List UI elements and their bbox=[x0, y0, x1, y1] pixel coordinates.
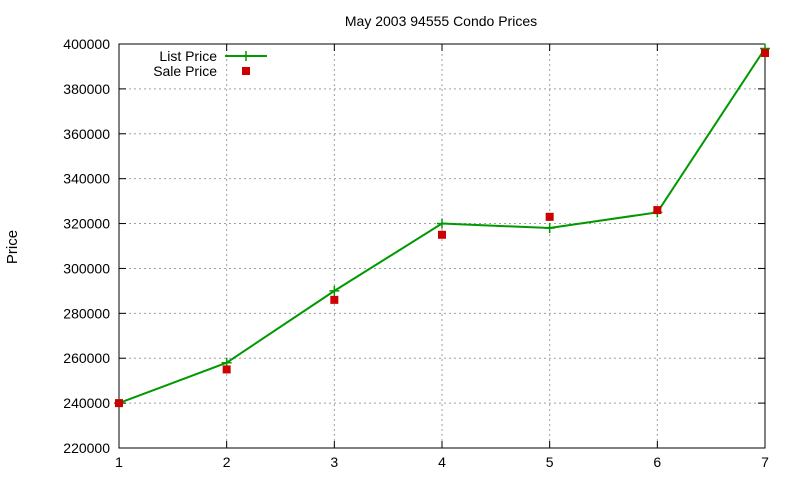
sale-price-point bbox=[545, 212, 554, 221]
sale-price-point bbox=[653, 206, 662, 215]
y-tick-label: 300000 bbox=[63, 260, 110, 276]
sale-price-point bbox=[222, 365, 231, 374]
sale-price-point bbox=[438, 230, 446, 239]
axes: 2200002400002600002800003000003200003400… bbox=[63, 36, 769, 470]
y-tick-label: 340000 bbox=[63, 171, 110, 187]
x-tick-label: 4 bbox=[438, 454, 446, 470]
sale-price-point bbox=[761, 48, 769, 57]
x-tick-label: 5 bbox=[546, 454, 554, 470]
plot-area bbox=[114, 43, 770, 409]
legend-swatch-sale-price bbox=[242, 67, 250, 75]
y-tick-label: 260000 bbox=[63, 350, 110, 366]
y-tick-label: 240000 bbox=[63, 395, 110, 411]
list-price-point bbox=[437, 218, 447, 229]
y-axis-label: Price bbox=[4, 230, 21, 264]
x-tick-label: 2 bbox=[223, 454, 231, 470]
y-tick-label: 360000 bbox=[63, 126, 110, 142]
legend-label-list-price: List Price bbox=[159, 48, 217, 64]
legend-label-sale-price: Sale Price bbox=[153, 63, 217, 79]
x-tick-label: 3 bbox=[330, 454, 338, 470]
x-tick-label: 7 bbox=[761, 454, 769, 470]
chart-title: May 2003 94555 Condo Prices bbox=[345, 13, 537, 29]
sale-price-point bbox=[115, 399, 123, 408]
y-tick-label: 320000 bbox=[63, 216, 110, 232]
x-tick-label: 1 bbox=[115, 454, 123, 470]
y-tick-label: 220000 bbox=[63, 440, 110, 456]
y-tick-label: 280000 bbox=[63, 305, 110, 321]
sale-price-point bbox=[330, 295, 339, 304]
list-price-point bbox=[544, 223, 555, 234]
y-tick-label: 380000 bbox=[63, 81, 110, 97]
x-tick-label: 6 bbox=[653, 454, 661, 470]
grid bbox=[118, 43, 766, 449]
y-tick-label: 400000 bbox=[63, 36, 110, 52]
list-price-point bbox=[329, 285, 340, 296]
